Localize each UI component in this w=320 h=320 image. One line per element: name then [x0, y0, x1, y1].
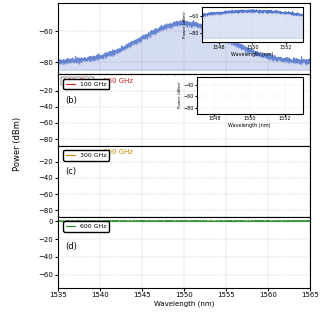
- Text: (c): (c): [65, 167, 76, 176]
- Text: Power (dBm): Power (dBm): [13, 117, 22, 171]
- Legend: 300 GHz: 300 GHz: [63, 150, 109, 161]
- Text: 100 GHz: 100 GHz: [103, 78, 133, 84]
- Text: (d): (d): [65, 242, 77, 251]
- Legend: 100 GHz: 100 GHz: [63, 79, 109, 89]
- X-axis label: Wavelength (nm): Wavelength (nm): [154, 301, 214, 308]
- Text: 100 GHz: 100 GHz: [63, 78, 93, 84]
- Text: (b): (b): [65, 96, 77, 105]
- Text: 300 GHz: 300 GHz: [103, 149, 133, 155]
- Legend: 600 GHz: 600 GHz: [63, 221, 109, 232]
